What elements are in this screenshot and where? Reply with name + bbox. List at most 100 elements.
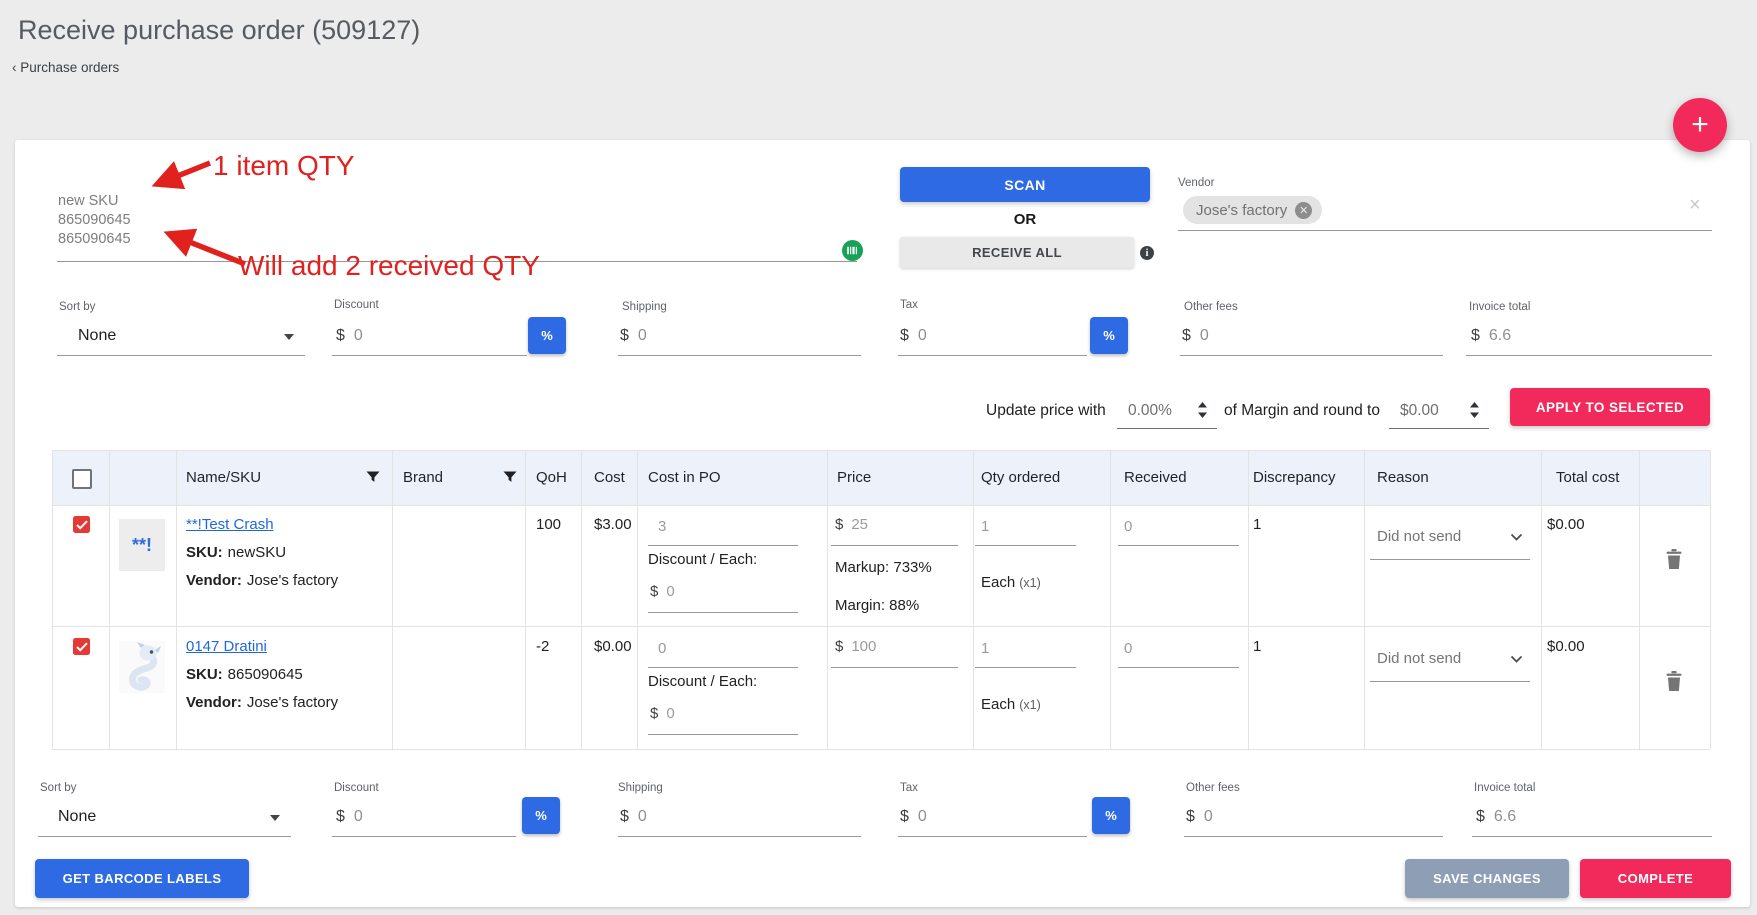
product-thumbnail: **! <box>119 519 165 571</box>
table-border <box>1110 450 1111 749</box>
cost-value: $3.00 <box>594 516 632 533</box>
qty-ordered-input[interactable]: 1 <box>981 640 990 657</box>
tax-input-top[interactable]: $0 <box>900 327 927 345</box>
col-received[interactable]: Received <box>1124 469 1187 486</box>
barcode-input-underline <box>57 261 857 262</box>
reason-select[interactable]: Did not send <box>1377 528 1462 545</box>
table-header-row <box>52 450 1710 505</box>
shipping-input-bottom[interactable]: $0 <box>620 808 647 826</box>
complete-button[interactable]: COMPLETE <box>1580 859 1731 898</box>
qoh-value: 100 <box>536 516 562 533</box>
shipping-input-top[interactable]: $0 <box>620 327 647 345</box>
input-underline <box>648 545 798 546</box>
breadcrumb[interactable]: ‹ Purchase orders <box>12 60 120 75</box>
uom-value: Each <box>981 696 1016 713</box>
filter-icon[interactable] <box>503 471 517 484</box>
other-fees-input-top[interactable]: $0 <box>1182 327 1209 345</box>
discount-percent-toggle-top[interactable]: % <box>528 317 566 354</box>
table-border <box>637 450 638 749</box>
sku-label: SKU: <box>186 666 223 683</box>
vendor-clear-icon[interactable]: × <box>1689 194 1701 216</box>
table-border <box>1639 450 1640 749</box>
get-barcode-labels-button[interactable]: GET BARCODE LABELS <box>35 859 249 898</box>
table-border <box>52 626 1710 627</box>
update-price-round-input[interactable]: $0.00 <box>1400 402 1439 419</box>
col-discrepancy[interactable]: Discrepancy <box>1253 469 1336 486</box>
discount-input-top[interactable]: $0 <box>336 327 363 345</box>
col-name-sku[interactable]: Name/SKU <box>186 469 262 486</box>
uom-multiplier: (x1) <box>1019 576 1041 590</box>
uom-text: Each (x1) <box>981 574 1041 591</box>
sort-by-caret-icon-bottom[interactable] <box>270 815 280 821</box>
save-changes-button[interactable]: SAVE CHANGES <box>1405 859 1569 898</box>
discount-each-input[interactable]: $0 <box>650 583 675 600</box>
receive-all-button[interactable]: RECEIVE ALL <box>900 237 1134 268</box>
table-border <box>973 450 974 749</box>
invoice-total-bottom: $6.6 <box>1476 808 1516 826</box>
discount-percent-toggle-bottom[interactable]: % <box>522 797 560 834</box>
product-sku: SKU: 865090645 <box>186 666 303 683</box>
other-fees-input-bottom[interactable]: $0 <box>1186 808 1213 826</box>
sort-by-select-bottom[interactable]: None <box>58 808 97 825</box>
col-total-cost[interactable]: Total cost <box>1556 469 1620 486</box>
filter-icon[interactable] <box>366 471 380 484</box>
product-thumbnail <box>119 641 165 693</box>
vendor-chip[interactable]: Jose's factory ✕ <box>1183 196 1323 224</box>
price-input[interactable]: $100 <box>835 638 876 655</box>
col-cost-in-po[interactable]: Cost in PO <box>648 469 721 486</box>
chevron-down-icon[interactable] <box>1510 655 1523 664</box>
cost-in-po-input[interactable]: 3 <box>658 518 667 535</box>
percent-stepper-icon[interactable] <box>1198 402 1207 418</box>
product-link[interactable]: 0147 Dratini <box>186 638 267 655</box>
sku-value: newSKU <box>227 544 287 561</box>
tax-input-bottom[interactable]: $0 <box>900 808 927 826</box>
delete-row-icon[interactable] <box>1666 549 1682 569</box>
col-qty-ordered[interactable]: Qty ordered <box>981 469 1061 486</box>
scan-button[interactable]: SCAN <box>900 167 1150 202</box>
col-brand[interactable]: Brand <box>403 469 444 486</box>
check-icon <box>75 642 88 652</box>
reason-select[interactable]: Did not send <box>1377 650 1462 667</box>
table-border <box>52 450 1710 451</box>
col-reason[interactable]: Reason <box>1377 469 1429 486</box>
discount-each-input[interactable]: $0 <box>650 705 675 722</box>
vendor-chip-remove-icon[interactable]: ✕ <box>1295 201 1313 219</box>
qty-ordered-input[interactable]: 1 <box>981 518 990 535</box>
add-item-button[interactable]: + <box>1673 98 1727 152</box>
tax-percent-toggle-top[interactable]: % <box>1090 317 1128 354</box>
col-qoh[interactable]: QoH <box>536 469 567 486</box>
update-price-percent-input[interactable]: 0.00% <box>1128 402 1172 419</box>
info-icon[interactable]: i <box>1140 246 1154 260</box>
other-fees-label-top: Other fees <box>1184 301 1238 313</box>
round-stepper-icon[interactable] <box>1470 402 1479 418</box>
price-input[interactable]: $25 <box>835 516 868 533</box>
select-all-checkbox[interactable] <box>72 469 92 489</box>
discount-input-bottom[interactable]: $0 <box>336 808 363 826</box>
sort-by-select-top[interactable]: None <box>78 327 117 344</box>
apply-to-selected-button[interactable]: APPLY TO SELECTED <box>1510 388 1710 426</box>
col-price[interactable]: Price <box>837 469 872 486</box>
tax-percent-toggle-bottom[interactable]: % <box>1092 797 1130 834</box>
delete-row-icon[interactable] <box>1666 671 1682 691</box>
barcode-scan-icon[interactable] <box>842 240 863 261</box>
vendor-value: Jose's factory <box>246 694 339 711</box>
product-sku: SKU: newSKU <box>186 544 286 561</box>
invoice-total-label-bottom: Invoice total <box>1474 782 1536 794</box>
row-checkbox[interactable] <box>73 638 90 655</box>
received-input[interactable]: 0 <box>1124 640 1133 657</box>
sort-by-underline-bottom <box>38 836 291 837</box>
price-value: 100 <box>851 638 877 655</box>
received-input[interactable]: 0 <box>1124 518 1133 535</box>
table-border <box>1710 450 1711 749</box>
other-fees-underline-bottom <box>1184 836 1443 837</box>
tax-value: 0 <box>917 327 927 344</box>
invoice-total-value: 6.6 <box>1488 327 1512 344</box>
cost-in-po-input[interactable]: 0 <box>658 640 667 657</box>
sort-by-caret-icon-top[interactable] <box>284 334 294 340</box>
product-link[interactable]: **!Test Crash <box>186 516 274 533</box>
col-cost[interactable]: Cost <box>594 469 625 486</box>
currency-sign: $ <box>650 583 659 600</box>
barcode-input[interactable]: new SKU 865090645 865090645 <box>58 193 131 247</box>
chevron-down-icon[interactable] <box>1510 533 1523 542</box>
row-checkbox[interactable] <box>73 516 90 533</box>
